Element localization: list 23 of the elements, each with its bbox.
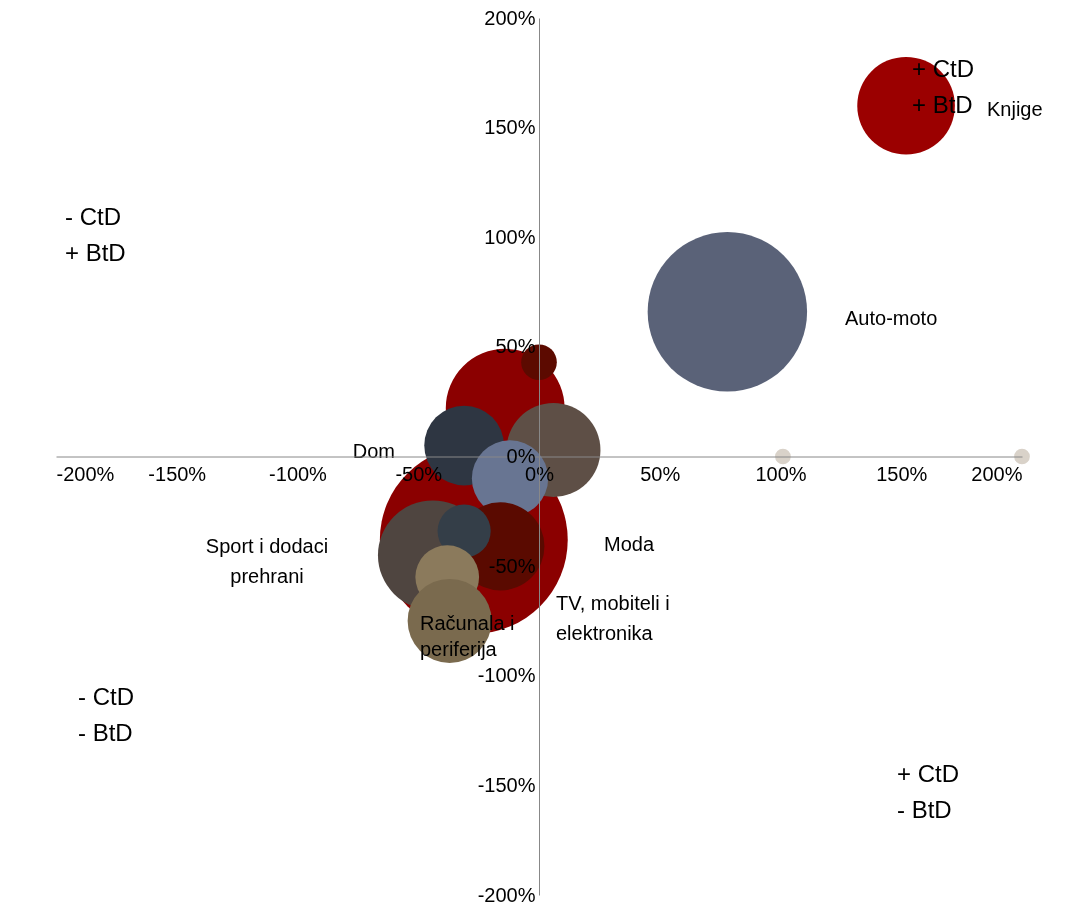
y-tick-label: 200%	[484, 6, 536, 29]
annotation: - CtD + BtD	[65, 203, 126, 266]
y-tick-label: -100%	[477, 664, 536, 687]
annotation: Moda	[604, 533, 655, 555]
x-tick-label: 50%	[640, 463, 681, 485]
x-tick-label: -200%	[56, 463, 115, 485]
annotation: + CtD - BtD	[897, 760, 960, 823]
x-tick-label: 150%	[876, 463, 928, 485]
annotation: - CtD - BtD	[78, 683, 134, 746]
annotation: Auto-moto	[845, 307, 938, 329]
annotation: Knjige	[987, 98, 1043, 120]
x-tick-label: -150%	[148, 463, 207, 485]
annotation: Sport i dodaci prehrani	[205, 535, 329, 587]
y-tick-label: -150%	[477, 773, 536, 796]
annotation: Dom	[352, 440, 395, 462]
y-tick-label: 150%	[484, 116, 536, 139]
x-tick-label: 100%	[755, 463, 807, 485]
x-tick-label: -100%	[269, 463, 328, 485]
y-tick-label: -50%	[488, 554, 536, 577]
y-tick-label: -200%	[477, 883, 536, 906]
x-tick-label: 200%	[971, 463, 1023, 485]
y-tick-label: 100%	[484, 225, 536, 248]
annotation: TV, mobiteli i elektronika	[556, 592, 670, 644]
